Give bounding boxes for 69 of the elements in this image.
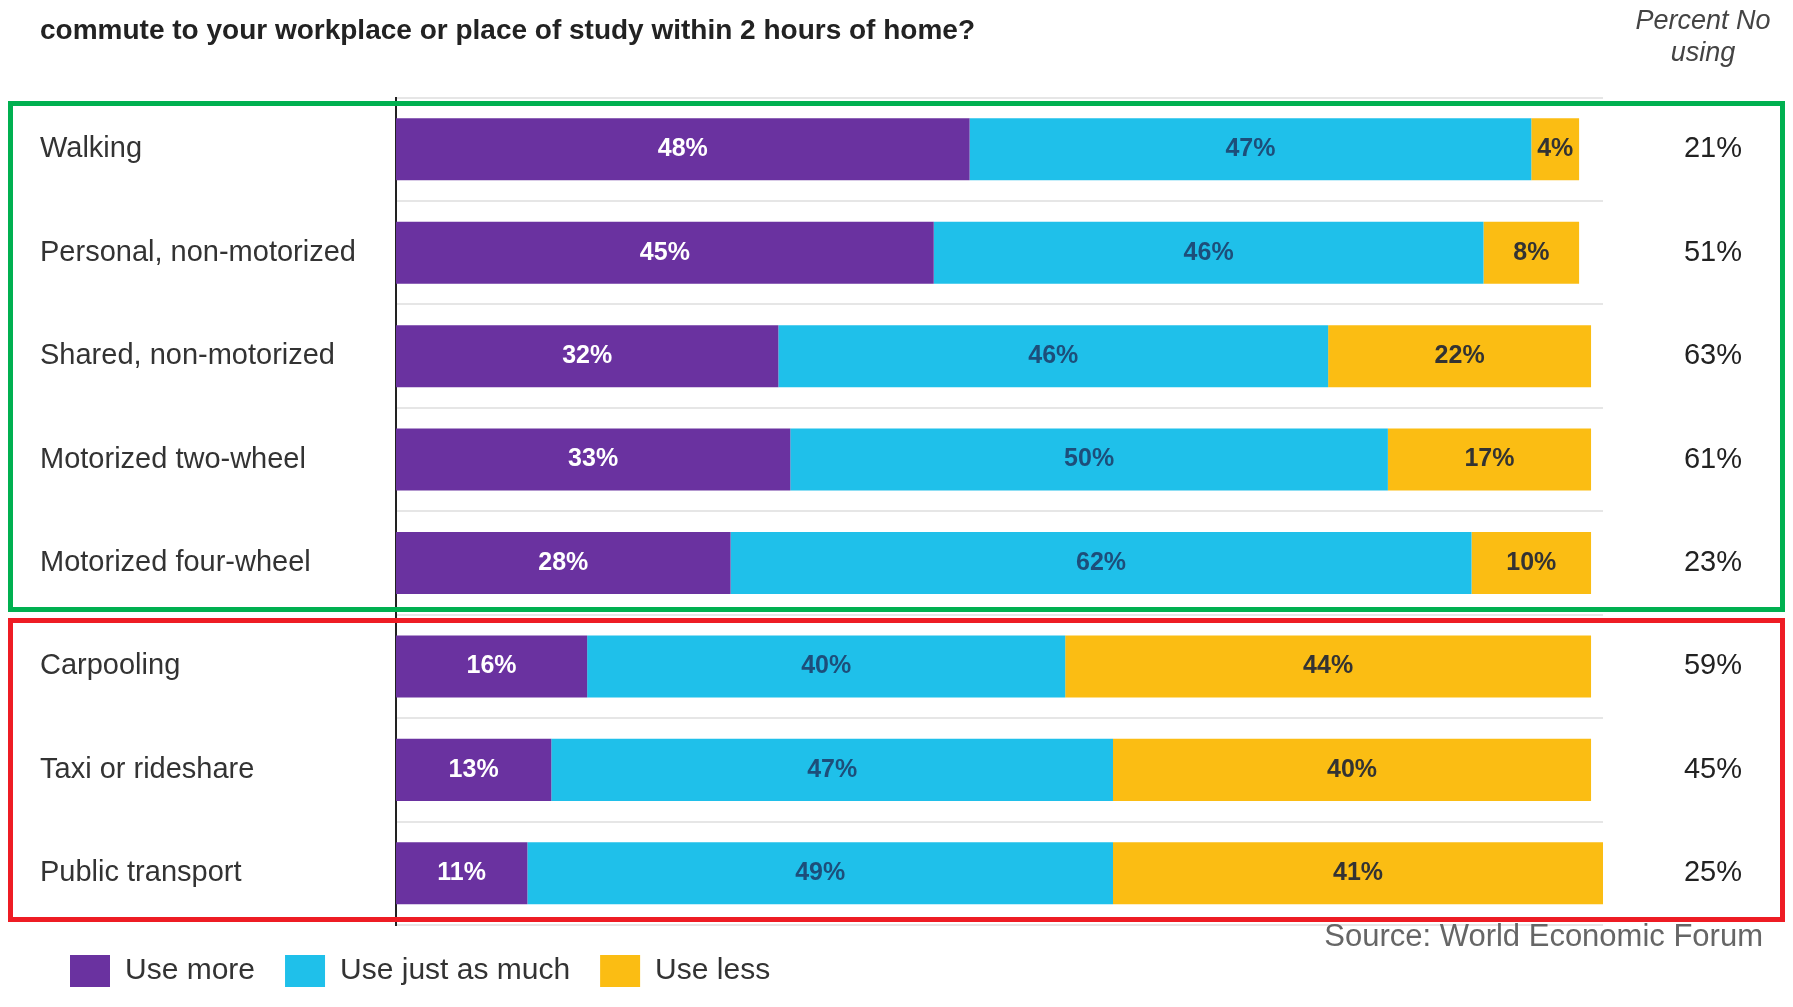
data-label: 32% bbox=[562, 340, 613, 369]
bar bbox=[395, 531, 731, 595]
data-label: 47% bbox=[1225, 133, 1276, 162]
data-label: 41% bbox=[1332, 857, 1384, 886]
bar bbox=[969, 118, 1532, 181]
data-label: 33% bbox=[568, 443, 619, 472]
annotation: Source: World Economic Forum bbox=[1324, 917, 1763, 953]
bar bbox=[395, 635, 588, 698]
data-label: 49% bbox=[795, 857, 846, 886]
data-label: 28% bbox=[538, 546, 589, 575]
data-label: 45% bbox=[639, 236, 690, 265]
text: 51% bbox=[1683, 234, 1743, 267]
bar bbox=[730, 531, 1472, 595]
data-label: 46% bbox=[1028, 340, 1079, 369]
data-label: 10% bbox=[1506, 546, 1557, 575]
bar bbox=[527, 842, 1114, 905]
y-tick-label: Motorized four-wheel bbox=[40, 545, 311, 578]
bar bbox=[1113, 842, 1603, 905]
bar bbox=[790, 428, 1388, 491]
bar bbox=[933, 221, 1484, 284]
y-tick-label: Taxi or rideshare bbox=[40, 751, 255, 784]
legend-label: Use less bbox=[655, 952, 771, 986]
text: 59% bbox=[1683, 648, 1743, 681]
bar bbox=[395, 325, 779, 388]
data-label: 8% bbox=[1513, 236, 1550, 265]
data-label: 17% bbox=[1464, 443, 1515, 472]
data-label: 62% bbox=[1076, 546, 1127, 575]
text: 21% bbox=[1683, 131, 1743, 164]
data-label: 50% bbox=[1064, 443, 1115, 472]
data-label: 40% bbox=[801, 650, 852, 679]
data-label: 16% bbox=[466, 650, 517, 679]
bar bbox=[395, 842, 528, 905]
y-tick-label: Walking bbox=[40, 131, 143, 164]
bar bbox=[395, 118, 970, 181]
bar bbox=[1328, 325, 1592, 388]
data-label: 4% bbox=[1537, 133, 1574, 162]
text: 61% bbox=[1683, 441, 1743, 474]
text: 23% bbox=[1683, 545, 1743, 578]
bar bbox=[1483, 221, 1580, 284]
data-label: 47% bbox=[807, 753, 858, 782]
y-tick-label: Carpooling bbox=[40, 648, 181, 681]
data-label: 48% bbox=[657, 133, 708, 162]
chart-title: commute to your workplace or place of study within 2 hours of home? bbox=[40, 13, 976, 45]
data-label: 13% bbox=[448, 753, 499, 782]
bar bbox=[395, 738, 552, 801]
text: 45% bbox=[1683, 751, 1743, 784]
data-label: 11% bbox=[437, 857, 487, 886]
bar bbox=[551, 738, 1114, 801]
text: Percent No using bbox=[1635, 5, 1771, 68]
data-label: 46% bbox=[1183, 236, 1234, 265]
legend-label: Use more bbox=[125, 952, 256, 986]
bar bbox=[1065, 635, 1592, 698]
data-label: 40% bbox=[1327, 753, 1378, 782]
bar bbox=[1387, 428, 1592, 491]
y-tick-label: Motorized two-wheel bbox=[40, 441, 306, 474]
y-tick-label: Public transport bbox=[40, 855, 242, 888]
bar bbox=[778, 325, 1329, 388]
data-label: 22% bbox=[1434, 340, 1485, 369]
text: 25% bbox=[1683, 855, 1743, 888]
y-tick-label: Personal, non-motorized bbox=[40, 234, 356, 267]
bar bbox=[395, 428, 791, 491]
bar bbox=[587, 635, 1066, 698]
text: 63% bbox=[1683, 338, 1743, 371]
data-label: 44% bbox=[1303, 650, 1354, 679]
bar bbox=[1471, 531, 1592, 595]
y-tick-label: Shared, non-motorized bbox=[40, 338, 335, 371]
bar bbox=[1113, 738, 1592, 801]
legend-label: Use just as much bbox=[340, 952, 571, 986]
bar bbox=[395, 221, 934, 284]
